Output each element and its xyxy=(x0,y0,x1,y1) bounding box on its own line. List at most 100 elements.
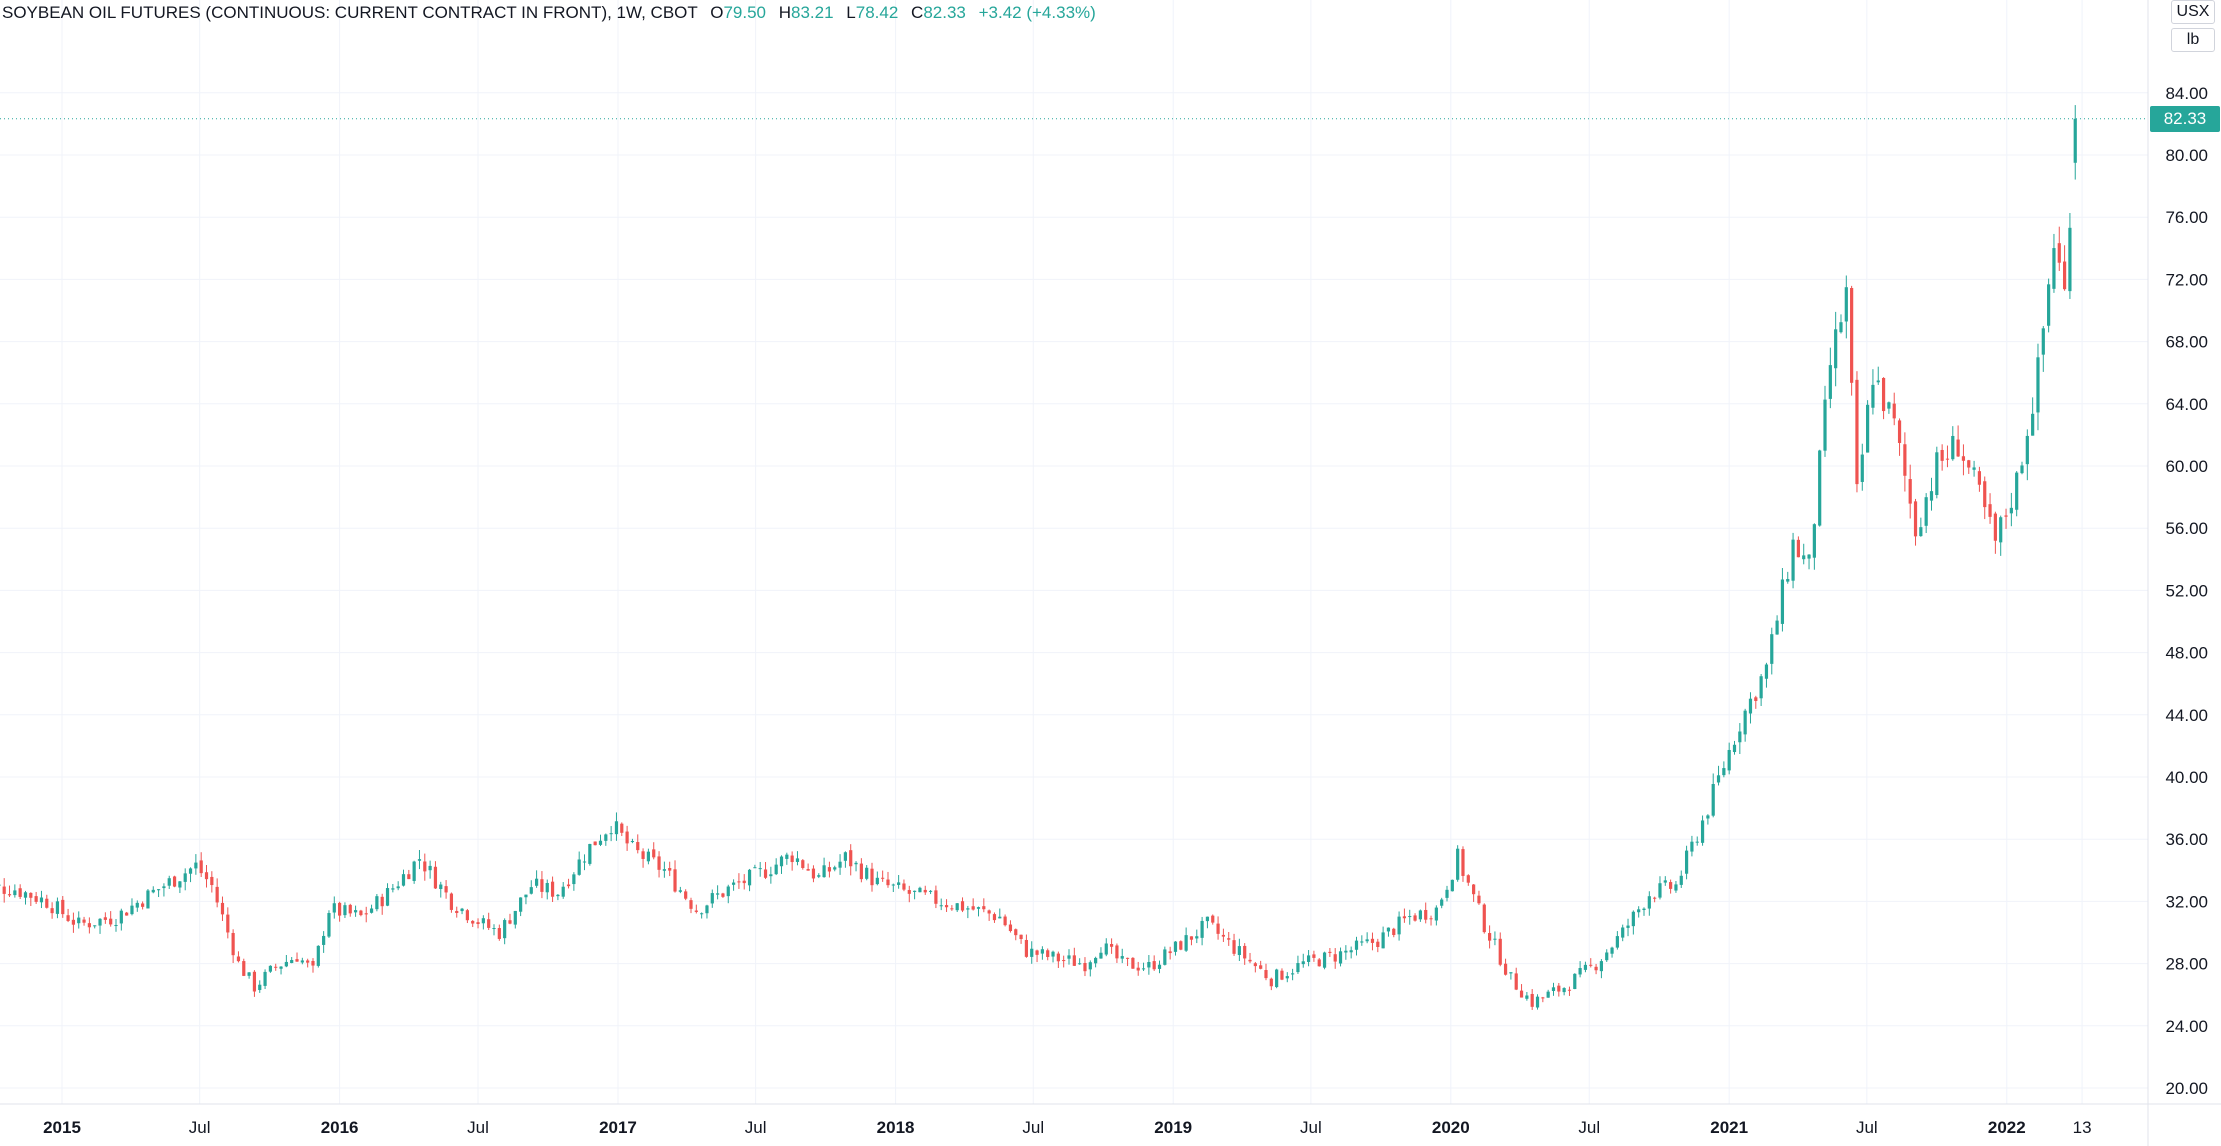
candle xyxy=(1099,947,1103,959)
candle xyxy=(242,958,246,977)
candle-body xyxy=(710,893,714,904)
candle-body xyxy=(758,868,762,870)
candle-body xyxy=(316,945,320,966)
candle-body xyxy=(1988,504,1992,517)
candle xyxy=(220,896,225,922)
candle-body xyxy=(1131,957,1135,969)
candle-body xyxy=(1615,936,1619,948)
candle xyxy=(1509,972,1513,980)
candle-body xyxy=(194,862,198,869)
candle-body xyxy=(1732,744,1737,753)
candle-body xyxy=(1748,698,1753,714)
candle-body xyxy=(407,874,411,880)
candle-body xyxy=(705,905,709,914)
candle xyxy=(1189,936,1194,946)
candle-body xyxy=(923,889,927,893)
candle-body xyxy=(1125,957,1130,959)
candle-body xyxy=(1397,916,1401,935)
candle xyxy=(338,901,342,922)
candle xyxy=(1418,909,1422,922)
candle-body xyxy=(359,910,363,916)
candle xyxy=(1525,991,1529,1001)
candle xyxy=(114,919,118,932)
candle xyxy=(1306,950,1311,967)
candle-body xyxy=(1253,963,1257,967)
candle-body xyxy=(1461,849,1465,876)
candle xyxy=(1285,972,1289,983)
candle xyxy=(630,838,635,844)
candle-body xyxy=(1796,539,1800,558)
candle-body xyxy=(1237,946,1241,956)
y-tick-label: 68.00 xyxy=(2165,333,2208,352)
candle-body xyxy=(843,852,847,861)
candle-body xyxy=(747,869,752,886)
candle-body xyxy=(2031,413,2035,436)
candle xyxy=(1903,432,1907,492)
candle-body xyxy=(1163,949,1167,965)
candle xyxy=(1120,948,1124,964)
candle-body xyxy=(1195,936,1199,939)
candle xyxy=(652,842,656,860)
candle-body xyxy=(1551,987,1556,991)
candle-body xyxy=(236,956,241,962)
candle xyxy=(476,918,480,929)
candle-body xyxy=(604,834,608,841)
candle xyxy=(1147,955,1151,975)
candle xyxy=(1754,695,1758,709)
candle-body xyxy=(338,902,342,916)
candle xyxy=(316,945,320,968)
candle xyxy=(790,851,794,871)
candle xyxy=(1812,523,1816,570)
candle xyxy=(1828,347,1832,409)
candle xyxy=(1163,946,1167,966)
candle xyxy=(753,864,757,869)
candle xyxy=(258,980,262,993)
candle xyxy=(1541,996,1545,1003)
x-tick-label: Jul xyxy=(1300,1118,1322,1137)
candle xyxy=(1450,879,1454,892)
candle xyxy=(1855,371,1859,493)
candle xyxy=(125,911,129,916)
candle xyxy=(2068,213,2072,299)
candle-body xyxy=(1791,539,1795,581)
candle-body xyxy=(1908,479,1912,504)
candle-body xyxy=(1083,962,1087,972)
unit-button[interactable]: lb xyxy=(2171,28,2215,52)
x-tick-label: Jul xyxy=(189,1118,211,1137)
candle-body xyxy=(1232,940,1236,954)
candle-body xyxy=(897,882,901,885)
candle xyxy=(1775,615,1779,635)
candle-body xyxy=(1392,928,1396,935)
candle-body xyxy=(550,881,555,897)
candle xyxy=(1647,891,1651,916)
candle xyxy=(1743,708,1747,742)
candle-body xyxy=(614,821,619,835)
candle-body xyxy=(306,960,310,963)
candle xyxy=(103,912,107,924)
currency-button[interactable]: USX xyxy=(2171,0,2215,24)
candle xyxy=(1546,989,1550,998)
candle-body xyxy=(146,890,150,909)
x-tick-label: 2019 xyxy=(1154,1118,1192,1137)
candle-body xyxy=(1850,288,1854,383)
candle xyxy=(2036,343,2040,431)
candle xyxy=(1125,957,1130,967)
candle-body xyxy=(1935,452,1939,496)
candle xyxy=(343,902,347,919)
candle-body xyxy=(1301,961,1305,965)
candle-body xyxy=(428,865,432,871)
high-label: H xyxy=(778,3,792,22)
candle xyxy=(29,892,33,907)
candle-body xyxy=(1700,820,1705,843)
candle xyxy=(369,904,374,914)
candle xyxy=(976,906,981,917)
candle-body xyxy=(1498,938,1502,965)
candle-body xyxy=(939,905,943,907)
candle-body xyxy=(1818,450,1822,526)
candle xyxy=(460,907,464,915)
candle xyxy=(1136,961,1140,976)
candle xyxy=(1881,377,1886,420)
candle-body xyxy=(529,887,533,894)
